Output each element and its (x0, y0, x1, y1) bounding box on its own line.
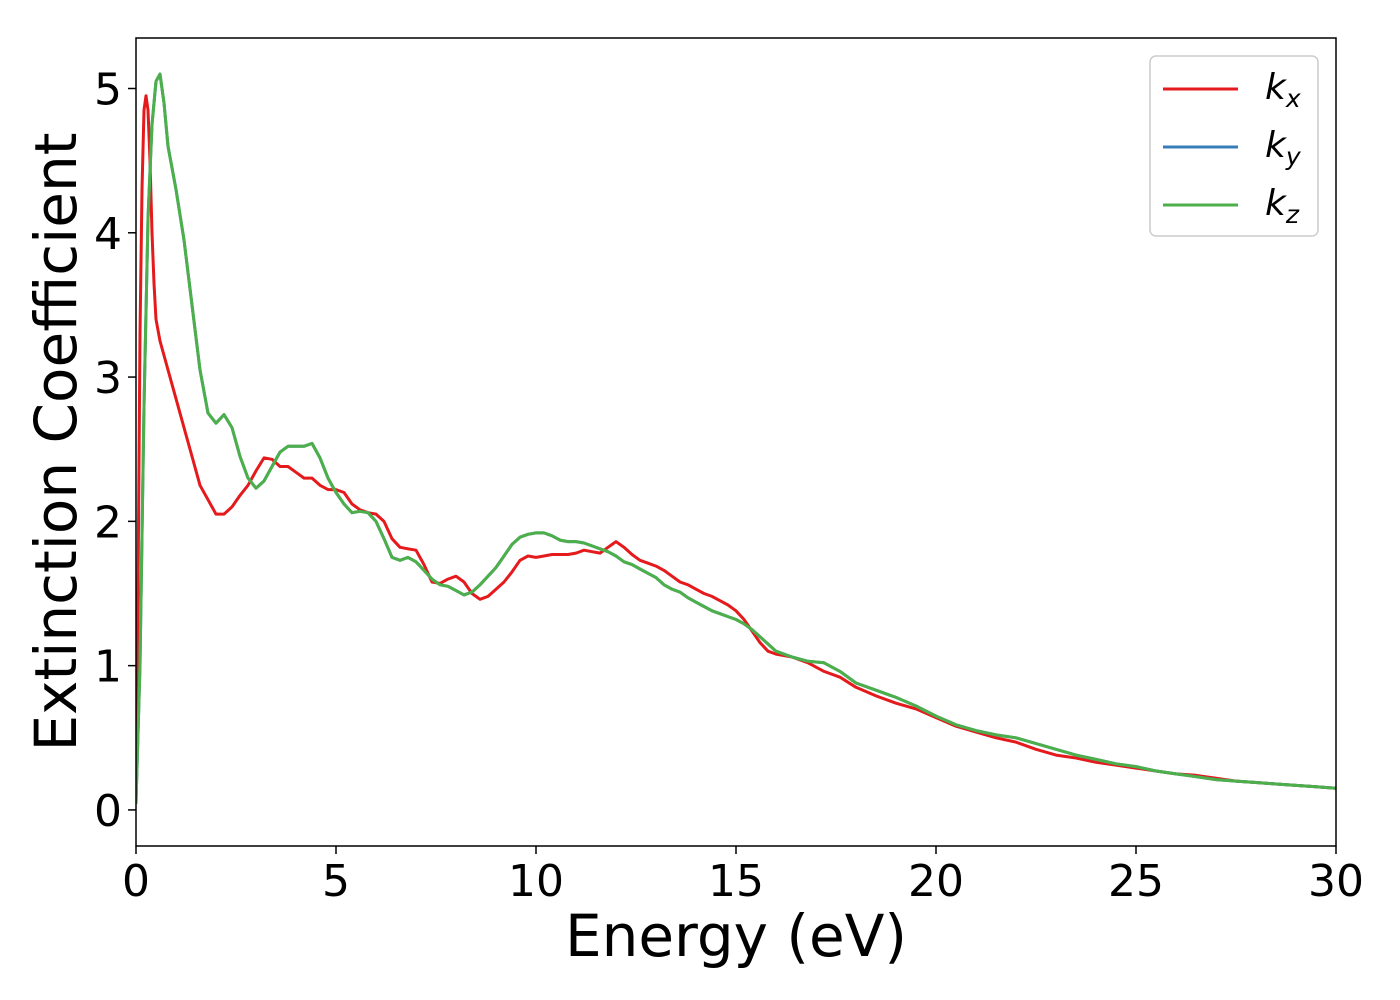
series-line-k-z (136, 72, 1336, 805)
x-axis-title: Energy (eV) (565, 902, 907, 970)
y-tick-label: 5 (94, 65, 122, 116)
legend-label-k-x: kx (1265, 67, 1301, 113)
x-tick-label: 0 (122, 856, 150, 907)
legend-label-k-y: ky (1265, 125, 1302, 171)
y-tick-label: 3 (94, 353, 122, 404)
y-axis-title: Extinction Coefficient (22, 133, 90, 752)
x-tick-label: 10 (508, 856, 564, 907)
y-tick-label: 2 (94, 497, 122, 548)
x-tick-label: 5 (322, 856, 350, 907)
y-tick-label: 0 (94, 786, 122, 837)
x-tick-label: 15 (708, 856, 764, 907)
legend-label-k-z: kz (1265, 183, 1300, 229)
x-tick-label: 30 (1308, 856, 1364, 907)
x-tick-label: 25 (1108, 856, 1164, 907)
ticks-layer: 0 5 10 15 20 25 30 0 1 2 3 4 5 (94, 65, 1364, 908)
series-layer (136, 72, 1336, 805)
y-tick-label: 1 (94, 642, 122, 693)
x-tick-label: 20 (908, 856, 964, 907)
y-tick-label: 4 (94, 209, 122, 260)
legend: kx ky kz (1149, 55, 1319, 237)
